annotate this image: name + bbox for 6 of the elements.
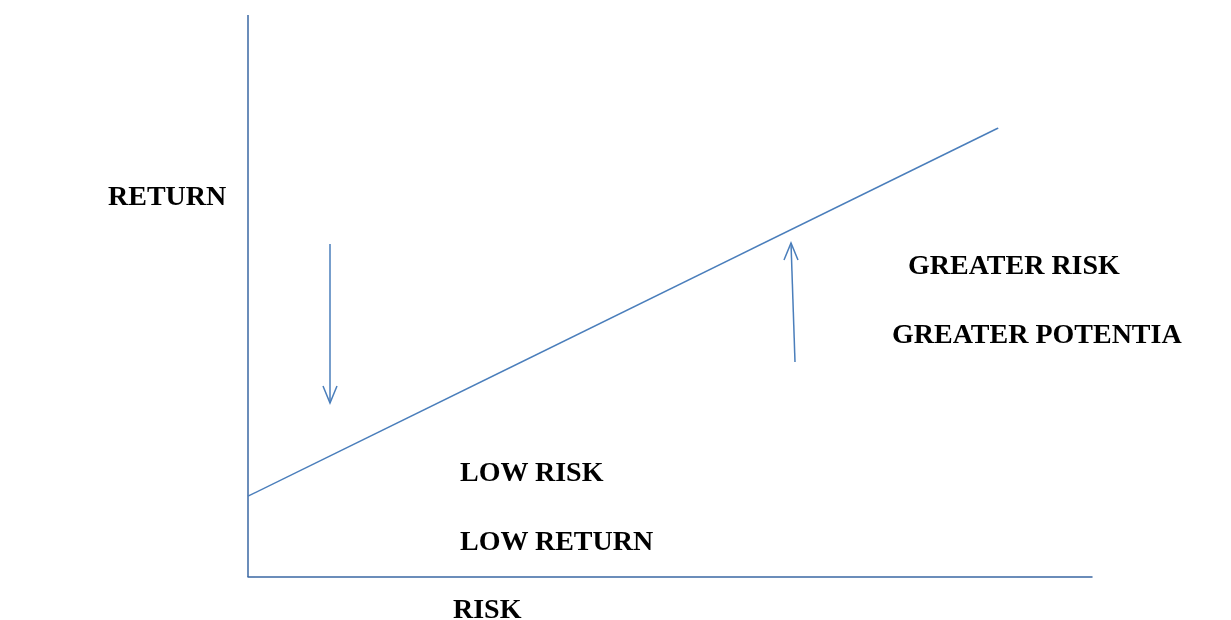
- annotation: LOW RETURN: [460, 524, 654, 556]
- x-axis-title: RISK: [453, 592, 522, 620]
- annotation: GREATER RISK: [908, 248, 1121, 280]
- y-axis-title: RETURN: [108, 179, 227, 211]
- annotation: GREATER POTENTIA: [892, 317, 1183, 349]
- annotation: LOW RISK: [460, 455, 604, 487]
